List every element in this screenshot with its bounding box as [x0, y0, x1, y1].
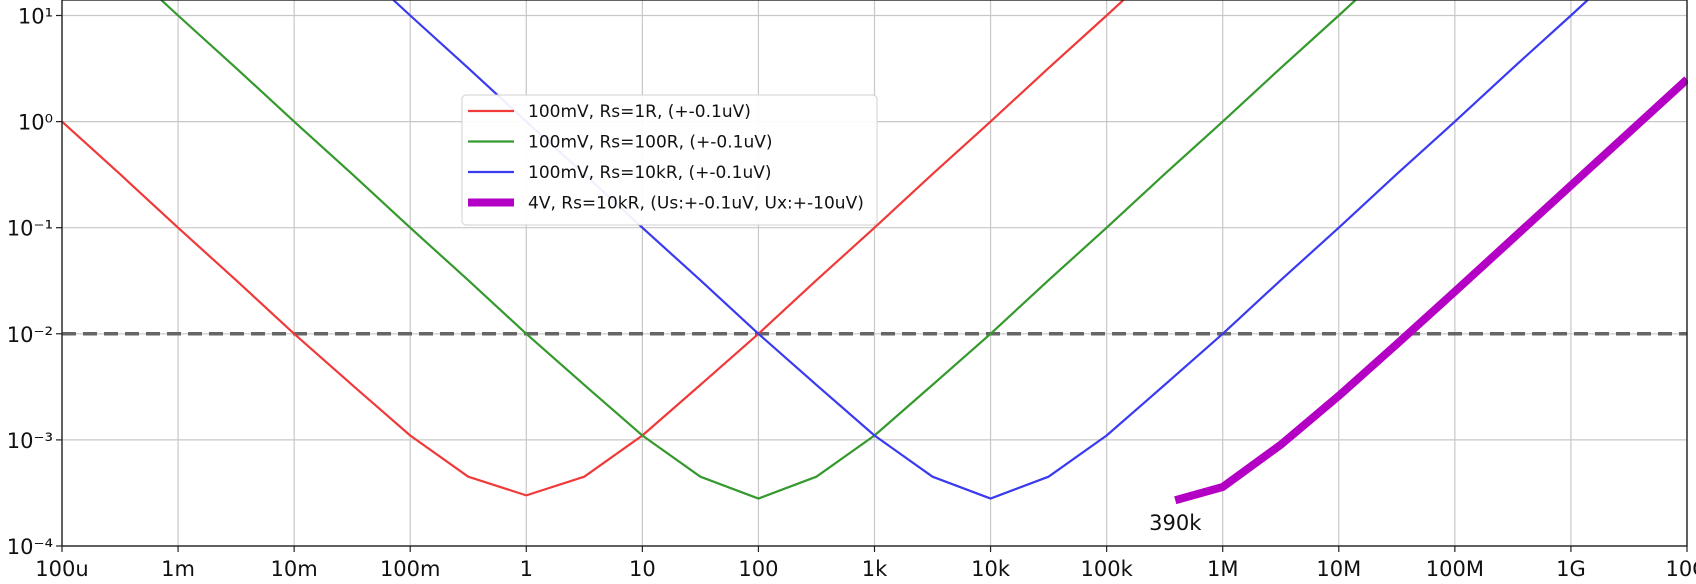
legend-label: 100mV, Rs=10kR, (+-0.1uV) [528, 163, 772, 183]
x-tick-label: 100k [1081, 557, 1134, 581]
x-tick-label: 100M [1426, 557, 1484, 581]
y-tick-label: 10⁻² [7, 323, 53, 347]
legend-label: 4V, Rs=10kR, (Us:+-0.1uV, Ux:+-10uV) [528, 194, 864, 214]
x-tick-label: 10k [971, 557, 1011, 581]
x-tick-label: 1G [1556, 557, 1586, 581]
series-line [1174, 76, 1688, 505]
x-tick-label: 10m [271, 557, 318, 581]
x-tick-label: 1M [1207, 557, 1238, 581]
annotation: 390k [1149, 511, 1202, 535]
x-tick-label: 100m [380, 557, 441, 581]
x-tick-label: 10 [629, 557, 656, 581]
y-tick-label: 10⁻⁴ [7, 535, 53, 559]
legend: 100mV, Rs=1R, (+-0.1uV) 100mV, Rs=100R, (… [461, 94, 878, 226]
y-tick-label: 10⁻³ [7, 429, 53, 453]
y-tick-label: 10⁻¹ [7, 217, 53, 241]
x-tick-label: 10G [1666, 557, 1696, 581]
x-tick-label: 100 [738, 557, 778, 581]
grid [61, 0, 1688, 547]
plot-area [62, 0, 1688, 505]
legend-box [461, 94, 878, 226]
x-tick-label: 10M [1316, 557, 1361, 581]
x-tick-label: 1k [862, 557, 888, 581]
x-tick-label: 100u [35, 557, 88, 581]
axes: 100u 1m 10m 100m 1 10 100 1k 10k 100k 1M 10M 100M 1G 1… [7, 0, 1696, 581]
series-line [62, 0, 1126, 497]
legend-label: 100mV, Rs=100R, (+-0.1uV) [528, 133, 773, 153]
x-tick-label: 1m [161, 557, 195, 581]
series-line [159, 0, 1358, 500]
y-tick-label: 10⁰ [18, 111, 53, 135]
plot-frame [61, 0, 1688, 547]
legend-label: 100mV, Rs=1R, (+-0.1uV) [528, 102, 751, 122]
x-tick-label: 1 [520, 557, 533, 581]
y-tick-label: 10¹ [18, 5, 53, 29]
